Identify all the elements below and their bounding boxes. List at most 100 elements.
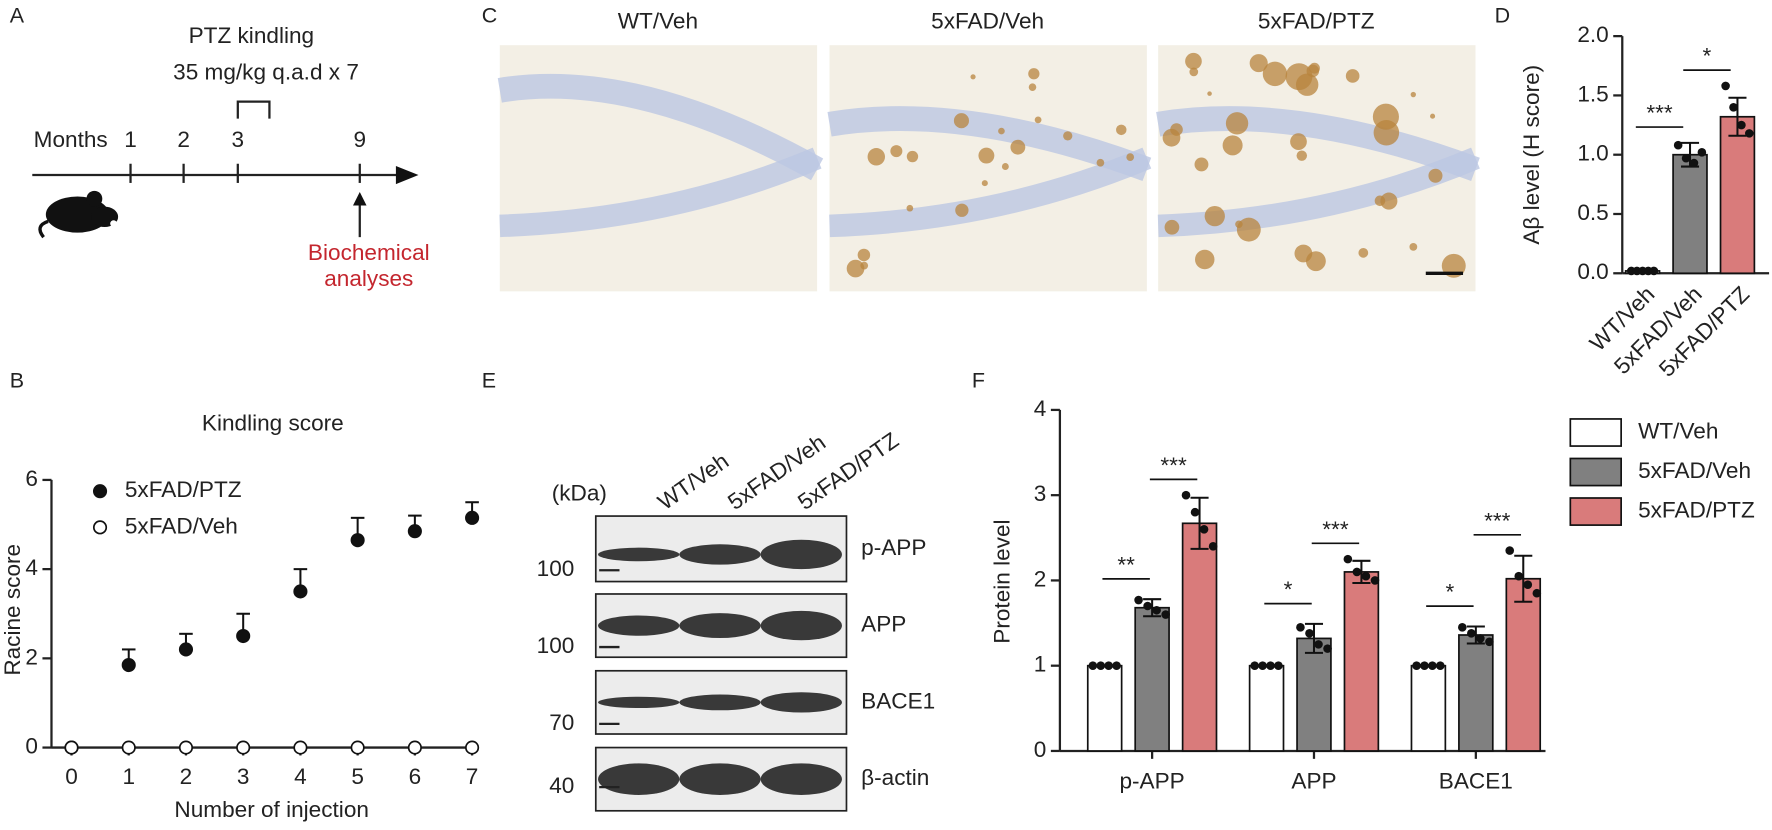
marker	[407, 740, 422, 755]
data-point	[1343, 554, 1353, 564]
x-tick-label: 7	[466, 764, 479, 789]
legend-swatch	[1569, 418, 1622, 447]
y-tick-label: 3	[1034, 481, 1047, 506]
plaque	[1236, 217, 1261, 242]
data-point	[1467, 629, 1476, 638]
x-tick-label: 3	[237, 764, 250, 789]
plaque	[1189, 67, 1199, 77]
data-point	[1697, 148, 1707, 157]
plaque	[978, 147, 995, 164]
plaque	[1305, 251, 1326, 272]
chart-title: Kindling score	[202, 411, 344, 436]
data-point	[1428, 661, 1437, 670]
marker	[64, 740, 79, 755]
image-title: 5xFAD/PTZ	[1258, 9, 1375, 34]
error-bar	[1190, 496, 1209, 550]
dosing-bracket	[236, 100, 271, 119]
plaque	[1373, 119, 1400, 146]
data-point	[1190, 507, 1200, 517]
x-axis-title: Number of injection	[174, 797, 369, 822]
plaque	[1290, 133, 1307, 151]
data-point	[1673, 140, 1683, 150]
cell-layer	[497, 73, 824, 181]
blot-band	[679, 763, 761, 795]
panel-label: F	[972, 368, 985, 392]
legend-label: 5xFAD/Veh	[1638, 458, 1751, 483]
marker	[293, 584, 308, 599]
timeline-tick-label: 3	[232, 127, 245, 152]
data-point	[1721, 81, 1730, 91]
data-point	[1485, 637, 1494, 647]
legend-swatch	[1569, 497, 1622, 526]
image-title: 5xFAD/Veh	[931, 9, 1044, 34]
legend-swatch	[1569, 457, 1622, 487]
significance-label: *	[1284, 577, 1293, 602]
data-point	[1476, 634, 1485, 643]
plaque	[970, 74, 976, 80]
plaque	[1162, 128, 1181, 147]
y-tick-label: 2	[1034, 566, 1047, 591]
data-point	[1112, 661, 1121, 670]
marker	[178, 740, 194, 755]
plaque	[906, 150, 919, 163]
marker	[465, 510, 480, 525]
timeline-dose: 35 mg/kg q.a.d x 7	[173, 59, 359, 84]
data-point	[1181, 490, 1191, 500]
plaque	[955, 203, 969, 217]
legend-label: 5xFAD/Veh	[125, 513, 238, 538]
band-label: BACE1	[861, 688, 935, 713]
data-point	[1681, 153, 1691, 163]
blot-band	[598, 763, 680, 795]
data-point	[1104, 661, 1113, 670]
marker	[465, 740, 480, 755]
significance-label: ***	[1160, 453, 1187, 478]
x-tick-label: 5	[351, 764, 364, 789]
panel-label: A	[10, 4, 25, 28]
data-point	[1737, 120, 1746, 130]
plaque	[1374, 195, 1386, 207]
plaque	[890, 145, 903, 158]
plaque	[1063, 131, 1073, 141]
data-point	[1532, 588, 1542, 598]
data-point	[1729, 102, 1738, 112]
plaque	[1345, 69, 1360, 83]
band-label: APP	[861, 612, 906, 637]
x-tick-label: APP	[1291, 769, 1336, 794]
blot-band	[598, 547, 680, 562]
data-point	[1689, 158, 1699, 168]
y-tick-label: 2	[25, 644, 38, 669]
bar	[1248, 664, 1285, 752]
band-label: β-actin	[861, 765, 929, 790]
plaque	[998, 127, 1005, 135]
blot-band	[760, 763, 842, 795]
timeline-tick-label: 1	[124, 127, 137, 152]
plaque	[906, 204, 914, 212]
plaque	[867, 148, 886, 166]
y-tick-label: 0	[25, 734, 38, 759]
y-tick-label: 1.5	[1577, 81, 1608, 106]
marker	[350, 740, 365, 755]
bar	[1505, 577, 1542, 752]
bar	[1719, 115, 1756, 275]
plaque	[1195, 249, 1215, 270]
plaque	[1295, 73, 1319, 96]
data-point	[1143, 601, 1152, 611]
data-point	[1152, 605, 1161, 615]
data-point	[1352, 567, 1362, 577]
cell-layer	[1156, 106, 1480, 182]
x-tick-label: 2	[180, 764, 193, 789]
error-bar	[1352, 559, 1371, 585]
data-point	[1266, 661, 1275, 670]
blot-band	[760, 610, 842, 641]
marker	[121, 740, 136, 755]
data-point	[1458, 623, 1467, 632]
plaque	[1249, 54, 1268, 73]
significance-label: *	[1703, 44, 1712, 69]
cell-layer	[499, 147, 822, 238]
marker	[350, 533, 365, 548]
blot-unit: (kDa)	[552, 481, 607, 506]
y-tick-label: 0.5	[1577, 200, 1608, 225]
timeline-tick-label: 9	[353, 127, 366, 152]
marker-label: 70	[549, 710, 574, 735]
